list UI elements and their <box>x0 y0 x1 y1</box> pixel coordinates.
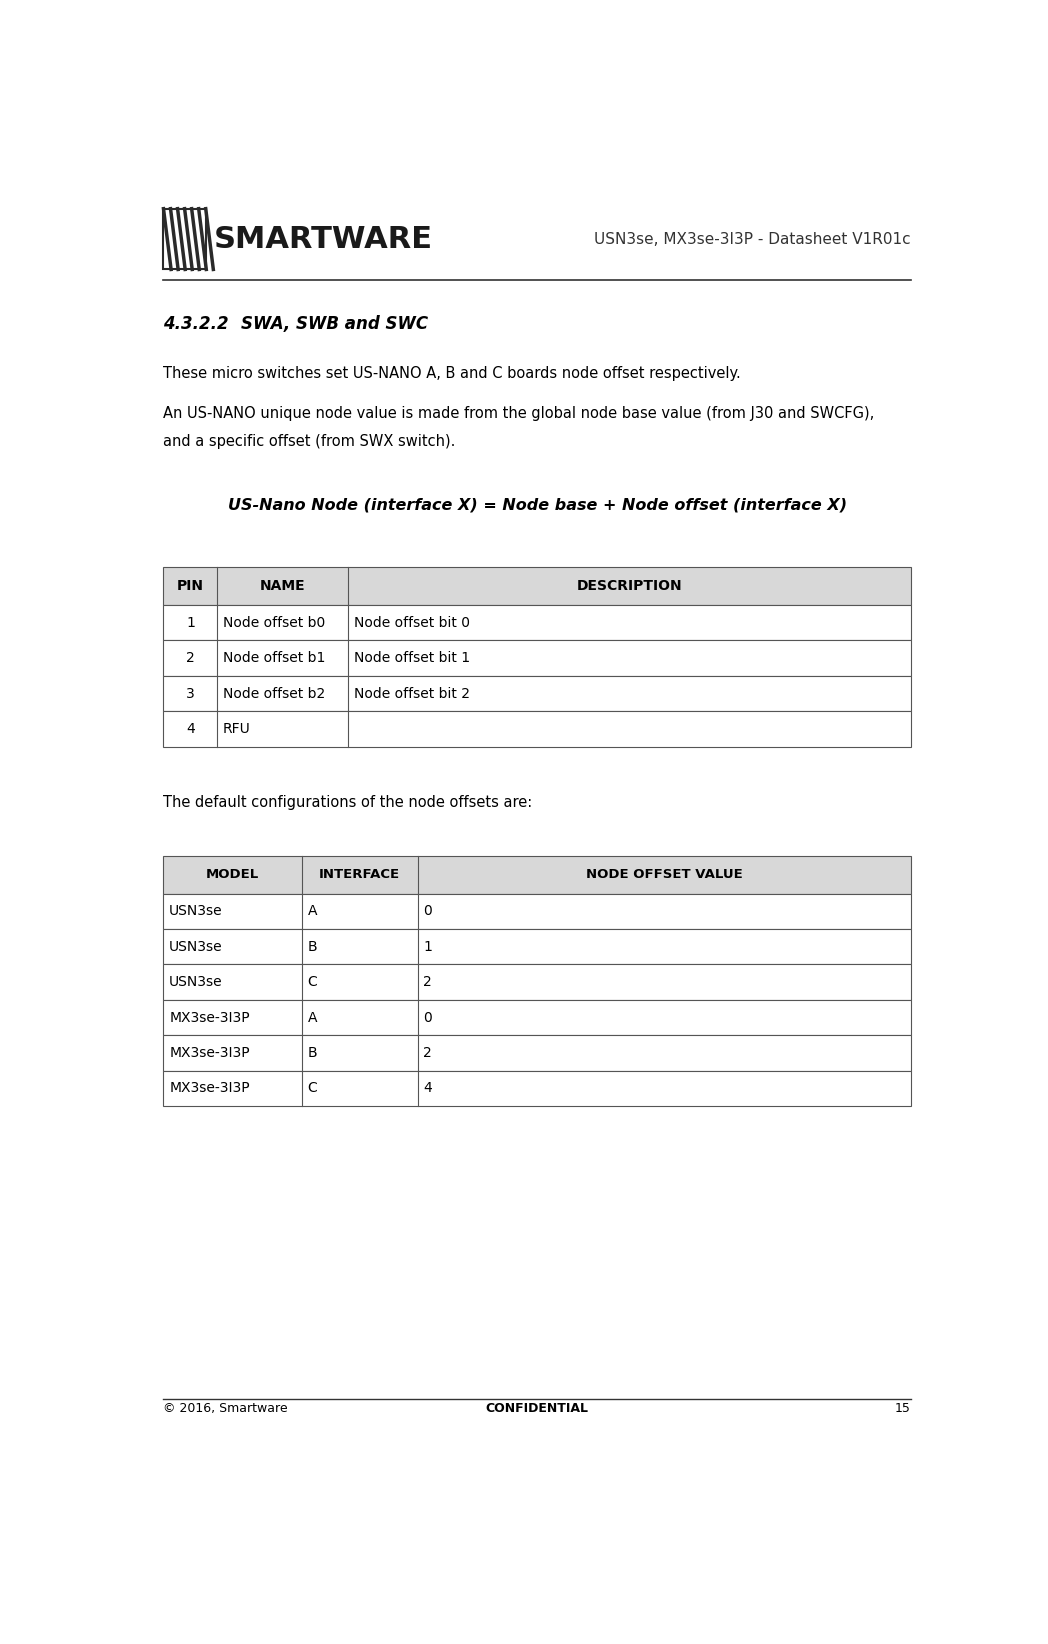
Text: © 2016, Smartware: © 2016, Smartware <box>163 1402 288 1415</box>
Text: SWA, SWB and SWC: SWA, SWB and SWC <box>241 316 428 334</box>
Bar <box>163 567 911 605</box>
Text: 0: 0 <box>423 1011 432 1024</box>
Text: These micro switches set US-NANO A, B and C boards node offset respectively.: These micro switches set US-NANO A, B an… <box>163 365 741 381</box>
Text: US-Nano Node (interface X) = Node base + Node offset (interface X): US-Nano Node (interface X) = Node base +… <box>227 496 847 513</box>
Bar <box>163 1070 911 1106</box>
Text: B: B <box>307 1046 318 1060</box>
Text: 1: 1 <box>423 940 432 954</box>
Text: The default configurations of the node offsets are:: The default configurations of the node o… <box>163 794 532 810</box>
Text: Node offset b0: Node offset b0 <box>223 615 325 630</box>
Text: USN3se: USN3se <box>169 940 223 954</box>
Text: Node offset b1: Node offset b1 <box>223 651 325 666</box>
Text: NODE OFFSET VALUE: NODE OFFSET VALUE <box>586 868 742 881</box>
Text: MX3se-3I3P: MX3se-3I3P <box>169 1011 249 1024</box>
Text: 2: 2 <box>423 975 432 990</box>
Text: C: C <box>307 975 318 990</box>
Text: 2: 2 <box>423 1046 432 1060</box>
Text: USN3se: USN3se <box>169 904 223 919</box>
Text: 0: 0 <box>423 904 432 919</box>
Bar <box>163 605 911 641</box>
Text: Node offset bit 0: Node offset bit 0 <box>354 615 470 630</box>
Text: CONFIDENTIAL: CONFIDENTIAL <box>485 1402 589 1415</box>
Text: 2: 2 <box>185 651 195 666</box>
Text: Node offset b2: Node offset b2 <box>223 687 325 700</box>
Text: C: C <box>307 1082 318 1095</box>
Text: B: B <box>307 940 318 954</box>
Bar <box>163 641 911 676</box>
Text: Node offset bit 1: Node offset bit 1 <box>354 651 470 666</box>
Text: RFU: RFU <box>223 722 250 737</box>
Bar <box>163 965 911 1000</box>
Bar <box>163 676 911 712</box>
Bar <box>163 1036 911 1070</box>
Bar <box>163 894 911 929</box>
Text: SMARTWARE: SMARTWARE <box>214 225 433 253</box>
Text: 15: 15 <box>895 1402 911 1415</box>
Text: A: A <box>307 1011 316 1024</box>
Bar <box>163 209 205 270</box>
Text: MX3se-3I3P: MX3se-3I3P <box>169 1046 249 1060</box>
Text: A: A <box>307 904 316 919</box>
Text: PIN: PIN <box>177 579 204 593</box>
Text: 3: 3 <box>185 687 195 700</box>
Bar <box>163 712 911 746</box>
Text: INTERFACE: INTERFACE <box>319 868 400 881</box>
Bar <box>163 1000 911 1036</box>
Bar <box>163 929 911 965</box>
Text: and a specific offset (from SWX switch).: and a specific offset (from SWX switch). <box>163 434 456 449</box>
Text: MODEL: MODEL <box>206 868 259 881</box>
Text: 1: 1 <box>185 615 195 630</box>
Text: 4: 4 <box>423 1082 432 1095</box>
Text: NAME: NAME <box>260 579 305 593</box>
Text: An US-NANO unique node value is made from the global node base value (from J30 a: An US-NANO unique node value is made fro… <box>163 406 875 421</box>
Bar <box>163 855 911 894</box>
Text: 4: 4 <box>185 722 195 737</box>
Text: 4.3.2.2: 4.3.2.2 <box>163 316 230 334</box>
Text: MX3se-3I3P: MX3se-3I3P <box>169 1082 249 1095</box>
Text: USN3se, MX3se-3I3P - Datasheet V1R01c: USN3se, MX3se-3I3P - Datasheet V1R01c <box>594 232 911 247</box>
Text: DESCRIPTION: DESCRIPTION <box>576 579 682 593</box>
Text: USN3se: USN3se <box>169 975 223 990</box>
Text: Node offset bit 2: Node offset bit 2 <box>354 687 470 700</box>
